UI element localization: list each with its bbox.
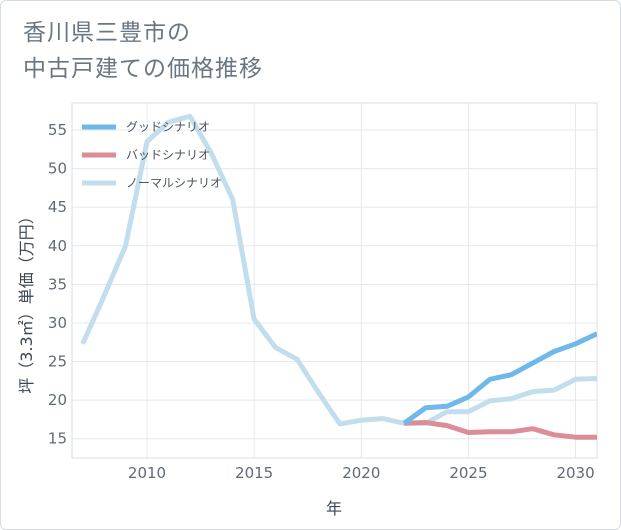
y-tick-label: 20	[48, 391, 67, 409]
x-axis-title: 年	[326, 499, 342, 518]
x-tick-label: 2015	[235, 464, 273, 482]
y-tick-label: 35	[48, 275, 67, 293]
legend-good-scenario-label: グッドシナリオ	[126, 120, 210, 134]
chart-title-line2: 中古戸建ての価格推移	[23, 56, 263, 82]
y-tick-label: 30	[48, 314, 67, 332]
legend-bad-scenario-label: バッドシナリオ	[126, 148, 210, 162]
series-lines	[80, 113, 597, 440]
x-tick-label: 2025	[449, 464, 487, 482]
good-scenario-line	[402, 331, 597, 426]
y-tick-label: 50	[48, 160, 67, 178]
y-axis-title: 坪（3.3㎡）単価（万円）	[17, 208, 36, 393]
y-tick-label: 25	[48, 353, 67, 371]
x-tick-label: 2030	[556, 464, 594, 482]
chart-title-line1: 香川県三豊市の	[23, 20, 191, 46]
x-axis-tick-labels: 2010 2015 2020 2025 2030	[128, 464, 595, 482]
normal-scenario-line	[80, 113, 597, 427]
x-tick-label: 2020	[342, 464, 380, 482]
x-tick-label: 2010	[128, 464, 166, 482]
y-tick-label: 15	[48, 430, 67, 448]
plot-area-frame	[71, 102, 598, 459]
bad-scenario-line	[404, 420, 597, 440]
chart-title: 香川県三豊市の 中古戸建ての価格推移	[23, 15, 263, 87]
grid-lines	[72, 103, 597, 458]
legend-normal-scenario-label: ノーマルシナリオ	[126, 176, 222, 190]
y-tick-label: 55	[48, 121, 67, 139]
y-tick-label: 45	[48, 198, 67, 216]
y-axis-tick-labels: 15 20 25 30 35 40 45 50 55	[48, 121, 67, 448]
y-tick-label: 40	[48, 237, 67, 255]
